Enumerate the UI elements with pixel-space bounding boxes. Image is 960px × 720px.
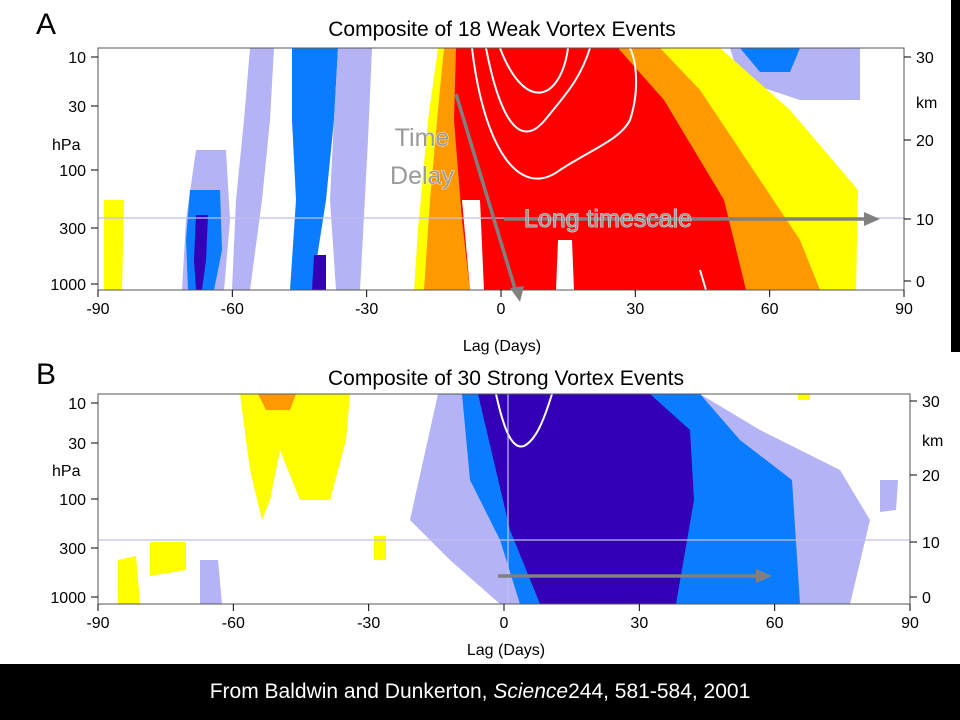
x-tick-label: 30 <box>630 615 648 632</box>
anomaly-mid-neg <box>740 48 800 72</box>
right-y-tick-label: 20 <box>922 468 940 485</box>
anomaly-weak-neg <box>200 560 222 604</box>
right-y-tick-label: 10 <box>916 212 934 229</box>
field-gap <box>462 200 484 290</box>
panel-b-title: Composite of 30 Strong Vortex Events <box>328 367 684 390</box>
anomaly-weak-pos <box>150 542 186 576</box>
panel-a-letter: A <box>36 8 56 41</box>
anomaly-mid-pos <box>258 394 296 410</box>
long-timescale-arrowhead <box>864 212 880 226</box>
panel-a-ylabel-right: km <box>916 95 937 112</box>
anomaly-weak-neg <box>880 480 898 512</box>
panel-b-ylabel-right: km <box>922 433 943 450</box>
contour-line <box>495 394 553 448</box>
anomaly-strong-neg <box>478 394 694 604</box>
y-tick-label: 30 <box>68 436 86 453</box>
citation-suffix: 244, 581-584, 2001 <box>568 680 751 703</box>
anomaly-weak-pos <box>374 536 386 560</box>
panel-a-field <box>104 48 860 290</box>
y-tick-label: 300 <box>59 541 86 558</box>
anomaly-weak-pos <box>798 394 810 400</box>
y-tick-label: 1000 <box>50 590 86 607</box>
y-tick-label: 1000 <box>50 277 86 294</box>
time-delay-arrowhead <box>510 286 524 302</box>
time-delay-arrow <box>454 93 518 293</box>
right-y-tick-label: 30 <box>916 50 934 67</box>
contour-line <box>499 48 569 94</box>
right-y-tick-label: 10 <box>922 535 940 552</box>
y-tick-label: 10 <box>68 50 86 67</box>
panel-b-ylabel: hPa <box>52 463 81 480</box>
x-tick-label: -90 <box>86 301 109 318</box>
citation-journal: Science <box>493 680 569 703</box>
x-tick-label: 90 <box>901 615 919 632</box>
x-tick-label: -90 <box>86 615 109 632</box>
x-tick-label: 90 <box>895 301 913 318</box>
anomaly-weak-pos <box>118 556 140 604</box>
contour-line <box>471 48 638 180</box>
y-tick-label: 300 <box>59 221 86 238</box>
anomaly-weak-pos <box>240 394 350 520</box>
panel-a-title: Composite of 18 Weak Vortex Events <box>328 18 675 41</box>
field-gap <box>556 240 574 290</box>
x-tick-label: -60 <box>221 301 244 318</box>
anomaly-weak-pos <box>104 200 124 290</box>
anomaly-weak-neg <box>330 48 372 290</box>
x-tick-label: -60 <box>222 615 245 632</box>
panel-b: B Composite of 30 Strong Vortex Events -… <box>36 358 943 659</box>
x-tick-label: 60 <box>766 615 784 632</box>
long-timescale-arrowhead <box>756 569 772 583</box>
panel-a: A Composite of 18 Weak Vortex Events <box>36 8 937 355</box>
citation-prefix: From Baldwin and Dunkerton, <box>209 680 488 703</box>
right-y-tick-label: 0 <box>922 590 931 607</box>
right-y-tick-label: 30 <box>922 394 940 411</box>
anomaly-strong-pos <box>454 48 746 290</box>
panel-b-field <box>118 394 898 604</box>
y-tick-label: 30 <box>68 99 86 116</box>
y-tick-label: 10 <box>68 396 86 413</box>
annotation-time: Time <box>395 124 450 152</box>
right-y-tick-label: 20 <box>916 133 934 150</box>
contour-line <box>485 48 591 133</box>
x-tick-label: 30 <box>626 301 644 318</box>
anomaly-mid-neg <box>290 48 338 290</box>
anomaly-weak-neg <box>232 48 274 290</box>
contour-line <box>699 269 707 290</box>
y-tick-label: 100 <box>59 163 86 180</box>
x-tick-label: 0 <box>500 615 509 632</box>
panel-a-ylabel: hPa <box>52 137 81 154</box>
panel-b-letter: B <box>36 358 56 391</box>
right-y-tick-label: 0 <box>916 274 925 291</box>
y-tick-label: 100 <box>59 492 86 509</box>
panel-a-xlabel: Lag (Days) <box>463 338 541 355</box>
x-tick-label: -30 <box>357 615 380 632</box>
panel-b-xlabel: Lag (Days) <box>467 642 545 659</box>
anomaly-strong-neg <box>312 255 326 290</box>
citation-footer: From Baldwin and Dunkerton, Science 244,… <box>0 664 960 720</box>
x-tick-label: 0 <box>497 301 506 318</box>
annotation-delay: Delay <box>390 162 454 190</box>
anomaly-strong-neg <box>194 215 208 290</box>
x-tick-label: -30 <box>355 301 378 318</box>
annotation-long-timescale: Long timescale <box>524 205 692 233</box>
x-tick-label: 60 <box>761 301 779 318</box>
edge-bar <box>951 0 960 352</box>
